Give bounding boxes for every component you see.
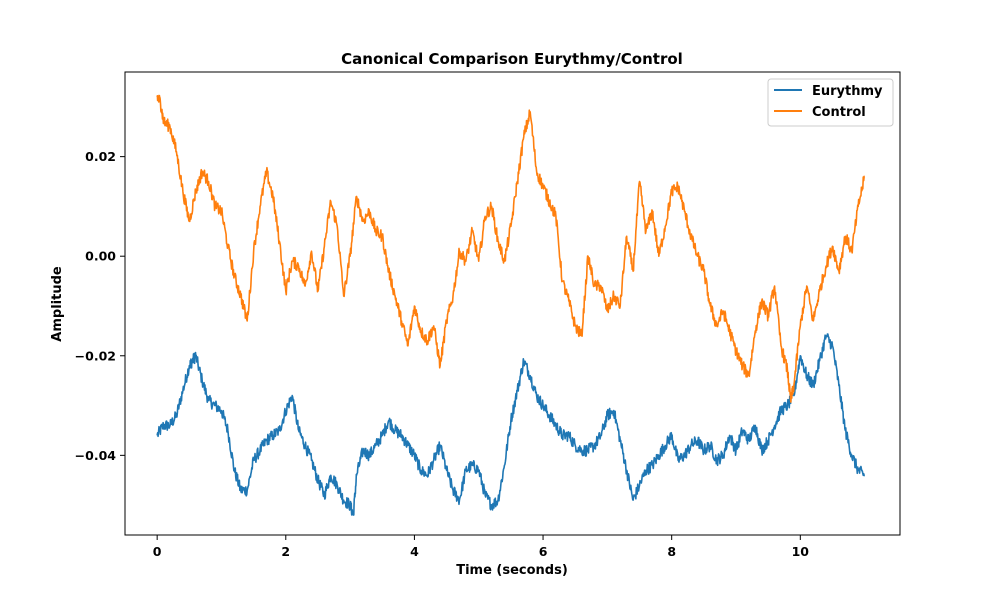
legend: Eurythmy Control [767, 78, 894, 127]
chart-title: Canonical Comparison Eurythmy/Control [341, 50, 683, 68]
legend-label-control: Control [812, 105, 866, 120]
x-tick-label: 4 [410, 544, 419, 559]
x-tick-label: 0 [153, 544, 162, 559]
legend-label-eurythmy: Eurythmy [812, 84, 883, 99]
x-tick-label: 8 [667, 544, 676, 559]
axes-frame [124, 71, 901, 536]
x-tick-label: 10 [792, 544, 810, 559]
y-tick-label: 0.00 [85, 249, 116, 264]
plot-area [156, 94, 866, 516]
series-line-control [156, 94, 865, 403]
x-tick-label: 2 [281, 544, 290, 559]
y-axis: 0.02 0.00 −0.02 −0.04 [75, 149, 125, 463]
x-axis-label: Time (seconds) [456, 563, 568, 578]
series-line-eurythmy [156, 333, 866, 516]
y-tick-label: −0.02 [75, 348, 116, 363]
y-tick-label: 0.02 [85, 149, 116, 164]
y-axis-label: Amplitude [50, 266, 65, 342]
y-tick-label: −0.04 [75, 448, 117, 463]
x-axis: 0 2 4 6 8 10 [153, 535, 809, 559]
x-tick-label: 6 [539, 544, 548, 559]
